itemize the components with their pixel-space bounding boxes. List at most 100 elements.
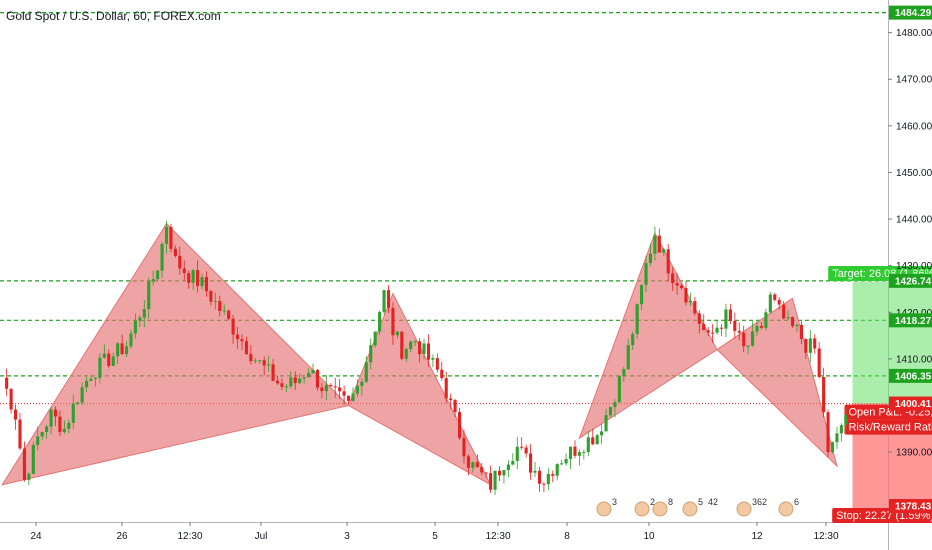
candle-body [480, 467, 484, 473]
candle-body [693, 301, 697, 314]
x-tick-label: 12 [751, 531, 763, 542]
candle-body [191, 270, 195, 283]
candle-body [289, 377, 293, 387]
candle-body [817, 348, 821, 378]
candle-body [98, 357, 102, 378]
candle-body [684, 287, 688, 303]
candle-body [679, 285, 684, 288]
candle-body [275, 380, 280, 384]
candle-body [795, 324, 799, 327]
candle-body [76, 402, 80, 404]
candle-body [613, 402, 617, 408]
candle-body [506, 464, 510, 471]
candle-body [555, 464, 559, 476]
candle-body [169, 226, 173, 249]
candle-body [635, 304, 639, 334]
candle-body [355, 385, 359, 394]
candlestick-series [5, 220, 848, 495]
price-label: 1426.74 [895, 276, 932, 287]
event-badge-icon [634, 501, 650, 517]
candle-body [422, 343, 426, 355]
candle-body [742, 332, 746, 347]
candle-body [675, 283, 679, 286]
candle-body [804, 339, 808, 353]
pattern-triangle-0 [1, 222, 350, 486]
candle-body [58, 416, 62, 433]
x-tick-label: Jul [255, 531, 268, 542]
candle-body [151, 279, 155, 282]
candle-body [298, 378, 302, 384]
candle-body [751, 331, 755, 346]
event-badge-count: 5 [698, 497, 703, 507]
event-badge-count: 8 [668, 497, 673, 507]
candle-body [808, 338, 812, 353]
candle-body [324, 384, 328, 392]
candle-body [138, 317, 142, 321]
candle-body [373, 331, 377, 346]
y-tick-label: 1440.00 [896, 215, 932, 226]
candle-body [768, 294, 772, 313]
candle-body [271, 364, 275, 381]
candle-body [133, 320, 137, 334]
x-tick-label: 12:30 [177, 531, 202, 542]
y-tick-label: 1420.00 [896, 308, 932, 319]
candle-body [617, 375, 621, 403]
price-label-bg [889, 396, 932, 411]
candle-body [764, 312, 768, 328]
x-tick-label: 26 [116, 531, 128, 542]
candle-body [431, 358, 435, 360]
candle-body [746, 345, 750, 347]
candle-body [475, 462, 479, 468]
candle-body [844, 414, 848, 426]
candle-body [71, 403, 75, 423]
candle-body [400, 331, 404, 359]
candle-body [799, 324, 803, 340]
candle-body [53, 409, 58, 417]
candle-body [249, 354, 253, 362]
candle-body [404, 349, 408, 359]
candle-body [631, 333, 635, 346]
price-label: 1378.43 [895, 502, 932, 513]
candle-body [600, 431, 604, 436]
position-tools: Target: 26.08 (1.86%) 2608, Amount: 1286… [828, 265, 932, 524]
candle-body [813, 338, 817, 349]
candle-body [520, 446, 524, 448]
event-badge-icon [778, 501, 794, 517]
candle-body [196, 270, 200, 287]
candle-body [466, 456, 470, 468]
candle-body [200, 277, 204, 287]
candle-body [577, 452, 581, 456]
candle-body [666, 249, 670, 274]
x-tick-label: 3 [344, 531, 350, 542]
candle-body [640, 284, 644, 305]
candle-body [489, 473, 493, 490]
candle-body [484, 472, 488, 474]
candle-body [267, 364, 271, 366]
candle-body [333, 386, 337, 388]
candle-body [142, 309, 146, 318]
stop-label-0: Stop: 22.27 (1.59%) 2227, Amount: 1098.8… [836, 510, 932, 522]
candle-body [258, 360, 262, 362]
candle-body [502, 470, 506, 476]
candle-body [777, 299, 781, 305]
position-target-zone-0 [852, 281, 932, 404]
price-label-bg [889, 368, 932, 383]
event-badge-icon [652, 501, 668, 517]
candle-body [830, 442, 835, 453]
candle-body [31, 445, 35, 474]
candle-body [435, 358, 439, 370]
candle-body [626, 345, 630, 370]
candle-body [67, 422, 71, 429]
chart-title: Gold Spot / U.S. Dollar, 60, FOREX.com [6, 9, 221, 23]
candle-body [835, 433, 839, 443]
candle-body [822, 377, 826, 413]
candle-body [648, 253, 653, 264]
x-tick-label: 12:30 [485, 531, 510, 542]
candle-body [515, 446, 519, 462]
y-tick-label: 1460.00 [896, 121, 932, 132]
candle-body [253, 360, 257, 362]
candle-body [706, 330, 710, 333]
candle-body [342, 391, 346, 396]
candle-body [391, 307, 395, 336]
